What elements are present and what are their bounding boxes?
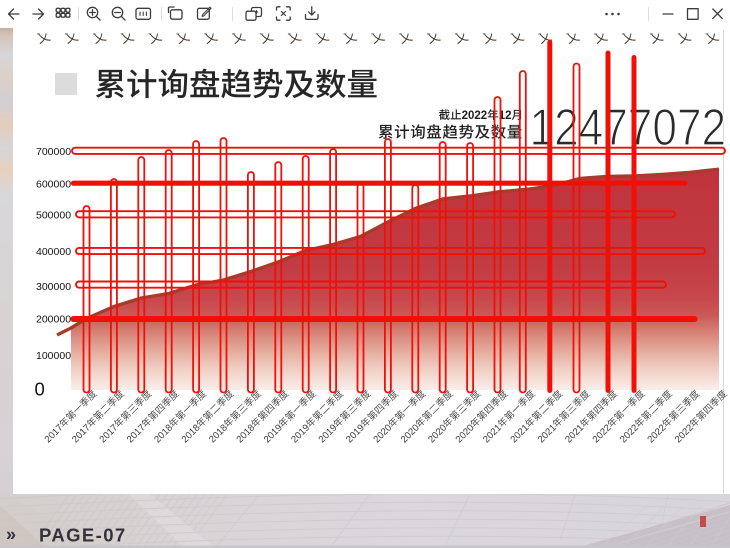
- svg-text:2018: 2018: [180, 422, 203, 445]
- svg-text:700000: 700000: [36, 146, 71, 158]
- svg-text:500000: 500000: [36, 210, 71, 222]
- svg-text:PAGE-07: PAGE-07: [39, 525, 127, 546]
- svg-text:100000: 100000: [36, 350, 71, 362]
- svg-text:12: 12: [499, 110, 512, 122]
- svg-text:2019: 2019: [317, 422, 340, 445]
- svg-text:0: 0: [35, 379, 45, 400]
- svg-text:2021: 2021: [536, 422, 559, 445]
- svg-text:2022: 2022: [618, 422, 641, 445]
- svg-text:2020: 2020: [454, 422, 477, 445]
- svg-text:2020: 2020: [399, 422, 422, 445]
- svg-text:2017: 2017: [43, 422, 66, 445]
- svg-text:»: »: [6, 525, 16, 545]
- svg-text:400000: 400000: [36, 246, 71, 258]
- svg-text:2018: 2018: [207, 422, 230, 445]
- svg-text:2022: 2022: [673, 422, 696, 445]
- svg-text:2019: 2019: [344, 422, 367, 445]
- svg-text:2017: 2017: [97, 422, 120, 445]
- svg-text:2022: 2022: [462, 110, 488, 122]
- svg-text:2020: 2020: [371, 422, 394, 445]
- svg-text:2021: 2021: [563, 422, 586, 445]
- svg-text:200000: 200000: [36, 314, 71, 326]
- svg-text:2019: 2019: [289, 422, 312, 445]
- svg-text:2021: 2021: [481, 422, 504, 445]
- svg-text:2022: 2022: [591, 422, 614, 445]
- svg-text:2020: 2020: [426, 422, 449, 445]
- svg-text:2017: 2017: [70, 422, 93, 445]
- svg-text:2018: 2018: [234, 422, 257, 445]
- svg-text:300000: 300000: [36, 281, 71, 293]
- svg-text:600000: 600000: [36, 179, 71, 191]
- svg-text:2022: 2022: [645, 422, 668, 445]
- svg-text:2019: 2019: [262, 422, 285, 445]
- svg-text:2018: 2018: [152, 422, 175, 445]
- svg-text:2017: 2017: [125, 422, 148, 445]
- svg-text:2021: 2021: [508, 422, 531, 445]
